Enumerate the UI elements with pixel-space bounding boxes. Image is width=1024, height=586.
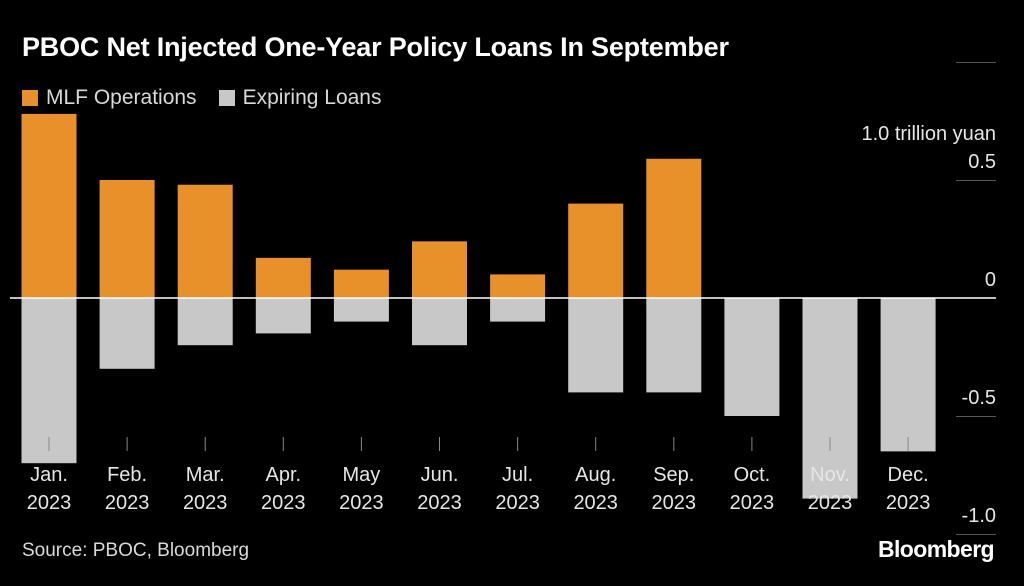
- bar-expiring-1: [99, 298, 155, 369]
- y-tick-label--1.0: -1.0: [962, 505, 996, 527]
- x-tick-label-month-9: Oct.: [734, 464, 771, 486]
- y-tick-label--0.5: -0.5: [962, 387, 996, 409]
- bar-expiring-7: [568, 298, 624, 393]
- x-tick-label-month-10: Nov.: [810, 464, 850, 486]
- legend-item-mlf: MLF Operations: [22, 86, 197, 110]
- x-tick-label-year-10: 2023: [808, 492, 853, 514]
- legend-swatch-expiring: [218, 90, 235, 106]
- bar-mlf-3: [255, 257, 311, 298]
- x-tick-label-month-11: Dec.: [888, 464, 929, 486]
- bar-expiring-4: [333, 298, 389, 322]
- bar-mlf-1: [99, 180, 155, 298]
- bar-expiring-9: [724, 298, 780, 416]
- source-note: Source: PBOC, Bloomberg: [22, 540, 250, 561]
- x-tick-label-year-5: 2023: [417, 492, 462, 514]
- bar-mlf-4: [333, 269, 389, 298]
- x-tick-label-year-1: 2023: [105, 492, 150, 514]
- x-tick-label-year-7: 2023: [573, 492, 618, 514]
- bar-mlf-8: [646, 158, 702, 298]
- x-tick-label-month-0: Jan.: [30, 464, 68, 486]
- bar-expiring-6: [490, 298, 546, 322]
- x-tick-label-year-6: 2023: [495, 492, 540, 514]
- x-tick-label-month-1: Feb.: [107, 464, 147, 486]
- x-tick-label-year-11: 2023: [886, 492, 931, 514]
- bloomberg-logo: Bloomberg: [878, 536, 995, 562]
- x-tick-label-year-3: 2023: [261, 492, 306, 514]
- bar-expiring-11: [880, 298, 936, 452]
- legend-label-mlf: MLF Operations: [46, 86, 197, 109]
- x-tick-label-month-4: May: [343, 464, 381, 486]
- bar-mlf-6: [490, 274, 546, 298]
- legend-swatch-mlf: [22, 90, 38, 106]
- bar-expiring-0: [21, 298, 77, 464]
- bar-expiring-10: [802, 298, 858, 499]
- x-tick-label-year-2: 2023: [183, 492, 228, 514]
- x-tick-label-month-8: Sep.: [653, 464, 694, 486]
- bar-mlf-0: [21, 113, 77, 298]
- y-tick-label-0.5: 0.5: [968, 151, 996, 173]
- bar-expiring-3: [255, 298, 311, 334]
- x-tick-label-year-8: 2023: [652, 492, 697, 514]
- y-tick-label-0: 0: [985, 269, 996, 291]
- x-tick-label-year-4: 2023: [339, 492, 384, 514]
- bar-mlf-5: [412, 241, 467, 298]
- x-tick-label-month-7: Aug.: [575, 464, 616, 486]
- y-unit-label: 1.0 trillion yuan: [861, 123, 996, 145]
- legend-label-expiring: Expiring Loans: [242, 86, 382, 109]
- x-tick-label-month-2: Mar.: [186, 464, 225, 486]
- bar-mlf-2: [177, 184, 233, 298]
- x-tick-label-year-9: 2023: [730, 492, 775, 514]
- bar-expiring-2: [177, 298, 233, 346]
- bar-mlf-7: [568, 203, 624, 298]
- legend: MLF Operations Expiring Loans: [22, 86, 403, 110]
- chart-title: PBOC Net Injected One-Year Policy Loans …: [22, 32, 729, 62]
- x-tick-label-year-0: 2023: [27, 492, 72, 514]
- bar-expiring-8: [646, 298, 702, 393]
- bar-expiring-5: [412, 298, 467, 346]
- legend-item-expiring: Expiring Loans: [218, 86, 382, 110]
- x-tick-label-month-6: Jul.: [502, 464, 533, 486]
- x-tick-label-month-5: Jun.: [421, 464, 459, 486]
- x-tick-label-month-3: Apr.: [266, 464, 302, 486]
